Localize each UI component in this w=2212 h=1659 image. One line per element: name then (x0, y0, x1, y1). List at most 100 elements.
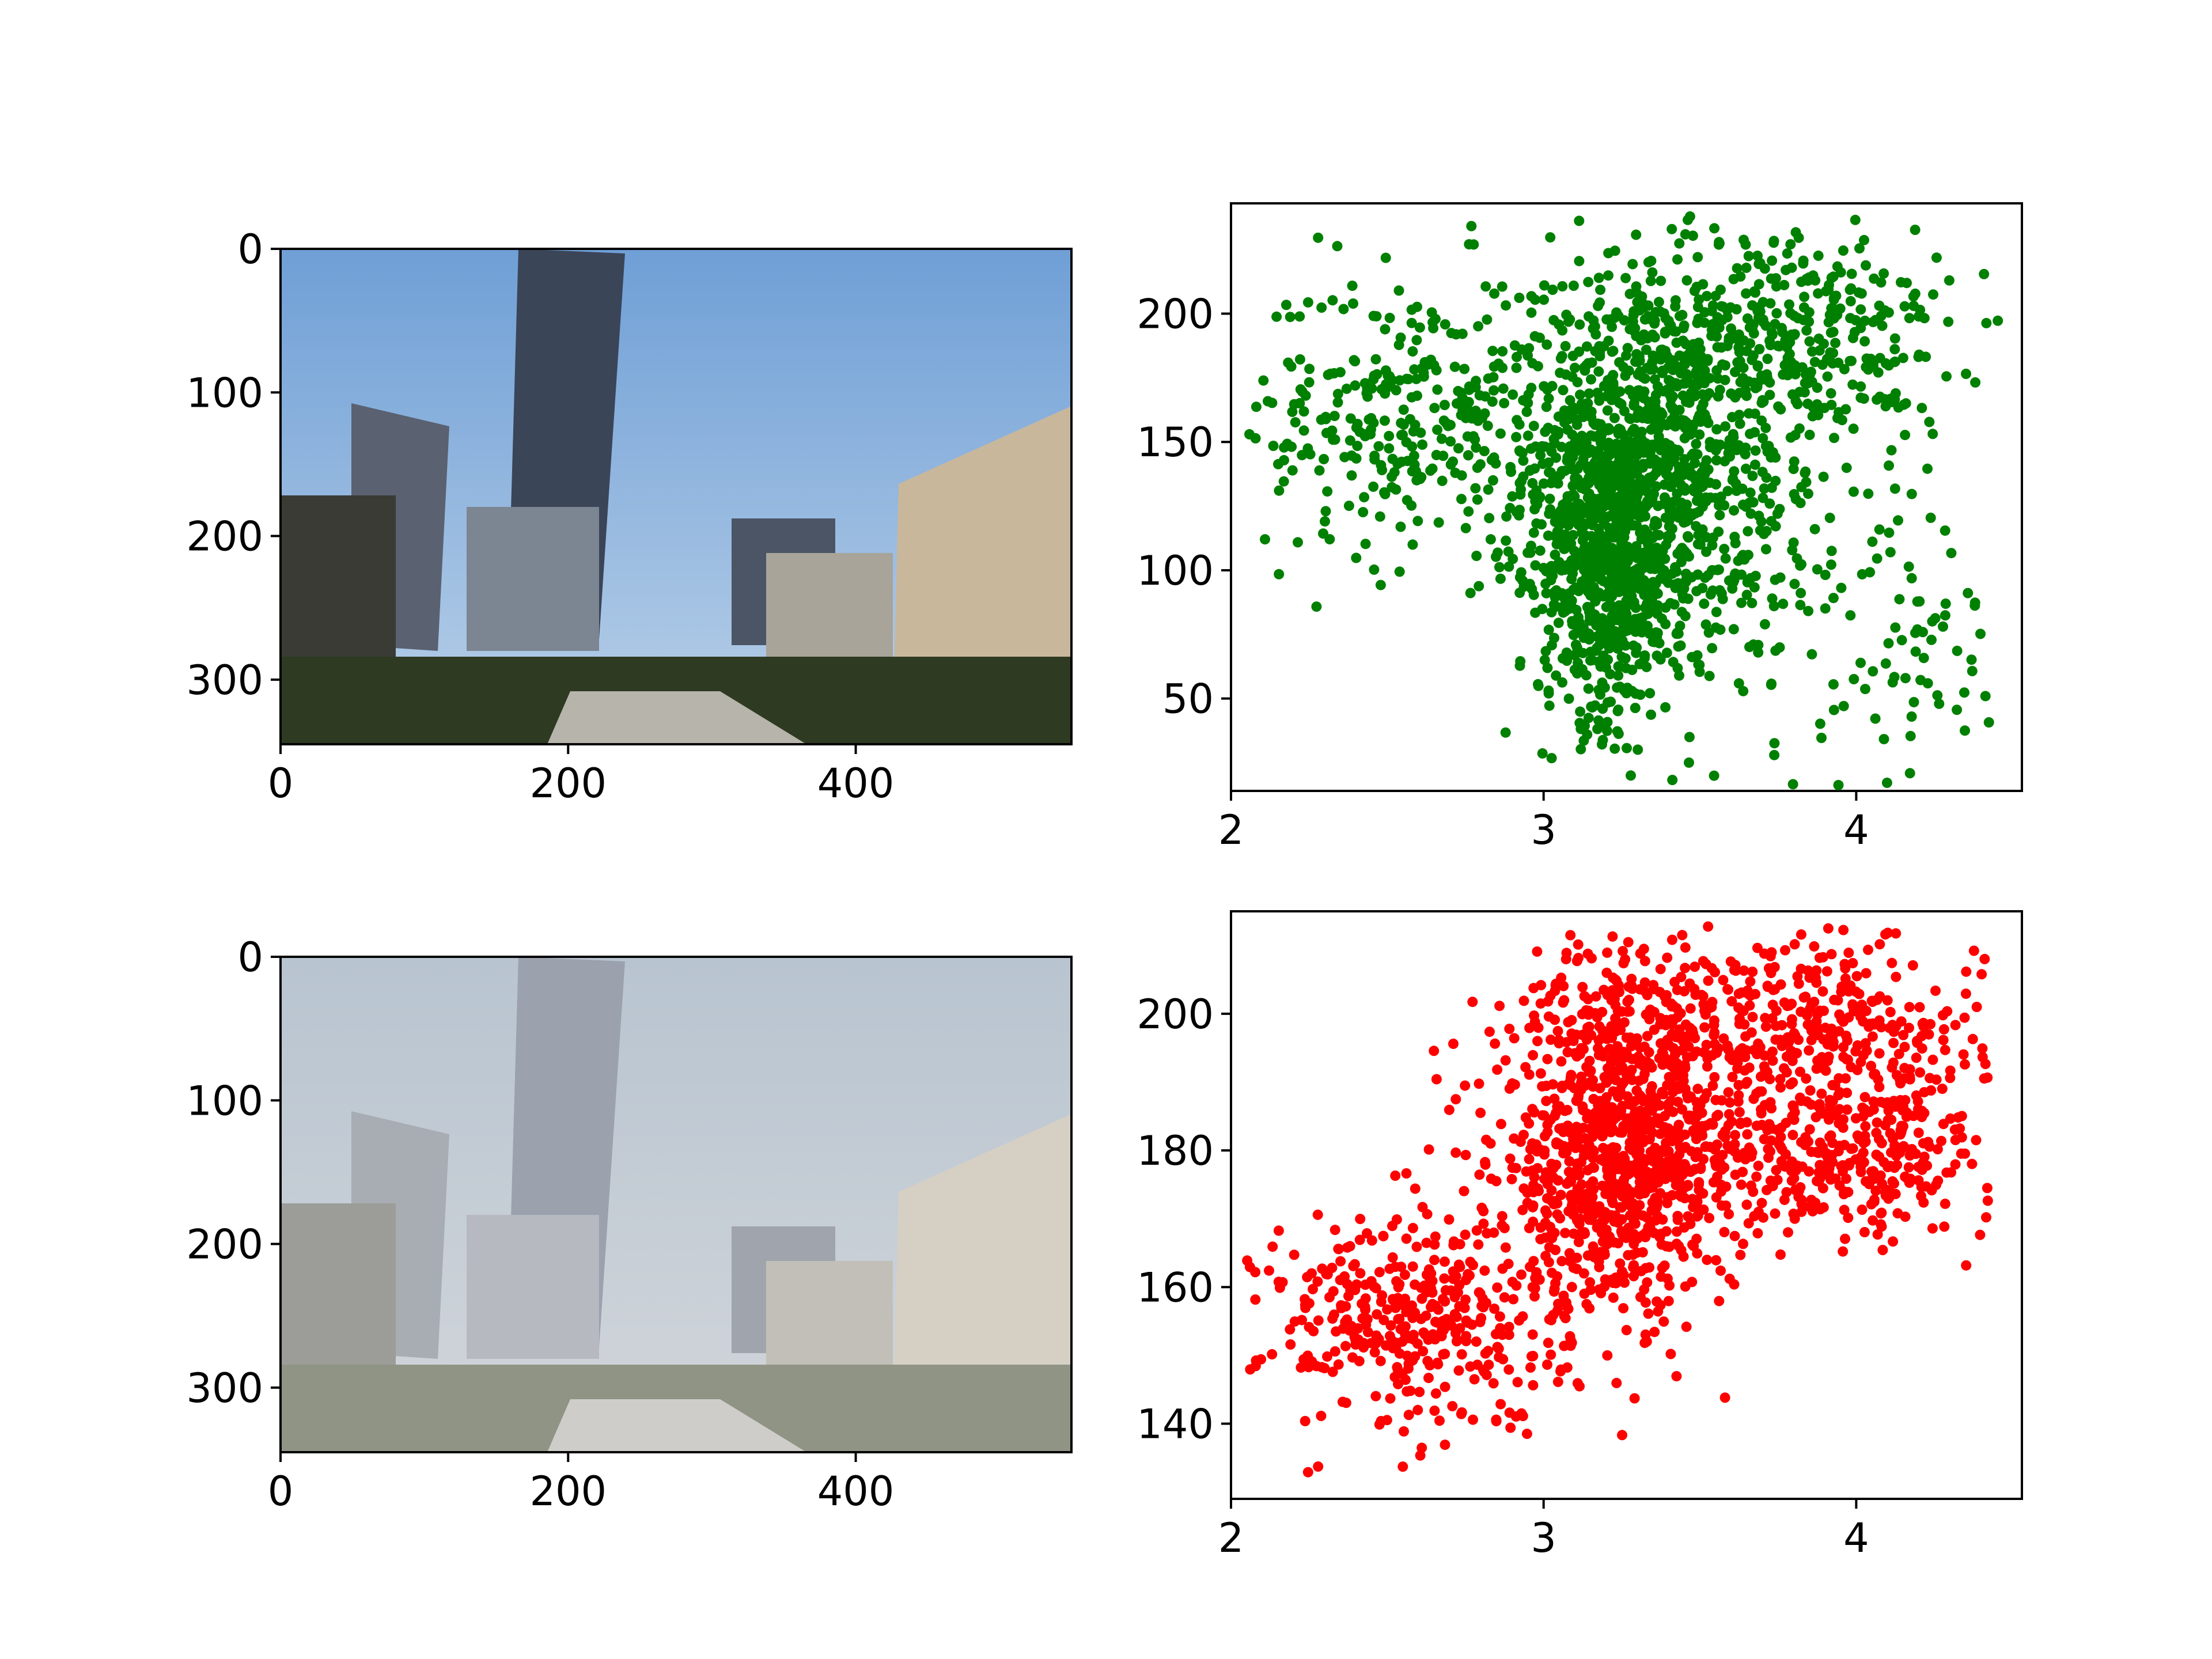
scatter-point (1630, 323, 1641, 334)
scatter-point (1812, 1009, 1823, 1020)
scatter-point (1752, 942, 1763, 953)
scatter-point (1715, 285, 1726, 295)
scatter-point (1804, 336, 1815, 347)
scatter-point (1944, 275, 1955, 286)
scatter-point (1470, 483, 1481, 494)
scatter-point (1874, 1082, 1885, 1092)
scatter-point (1339, 1271, 1350, 1282)
scatter-point (1616, 652, 1627, 662)
scatter-point (1967, 666, 1978, 676)
scatter-point (1849, 327, 1860, 338)
scatter-point (1960, 1059, 1970, 1070)
scatter-point (1839, 959, 1850, 969)
scatter-point (1893, 1048, 1904, 1059)
scatter-point (1884, 527, 1895, 538)
scatter-point (1820, 1149, 1831, 1160)
scatter-point (1426, 1268, 1437, 1279)
scatter-point (1649, 563, 1660, 574)
scatter-point (1450, 1094, 1461, 1105)
scatter-point (1729, 1230, 1740, 1241)
scatter-point (1538, 478, 1549, 489)
scatter-point (1709, 1020, 1719, 1031)
scatter-point (1728, 432, 1739, 442)
scatter-point (1398, 419, 1409, 430)
scatter-point (1877, 1245, 1888, 1255)
scatter-point (1781, 1067, 1792, 1078)
scatter-point (1696, 482, 1707, 493)
scatter-point (1582, 601, 1593, 612)
scatter-point (1528, 983, 1539, 994)
scatter-point (1430, 1231, 1441, 1242)
scatter-point (1683, 572, 1694, 583)
scatter-point (1552, 1026, 1563, 1036)
scatter-point (1943, 316, 1954, 327)
scatter-point (1468, 239, 1479, 250)
scatter-point (1838, 1246, 1849, 1257)
scatter-point (1552, 472, 1563, 483)
scatter-point (1286, 361, 1297, 372)
scatter-point (1933, 1175, 1944, 1186)
scatter-point (1699, 599, 1710, 609)
scatter-point (1738, 1045, 1749, 1056)
scatter-point (1646, 709, 1657, 720)
scatter-point (1362, 1327, 1373, 1338)
scatter-point (1867, 997, 1878, 1007)
scatter-point (1503, 1330, 1514, 1340)
scatter-point (1622, 471, 1633, 482)
scatter-point (1529, 1010, 1540, 1021)
scatter-point (1508, 554, 1518, 565)
scatter-point (1751, 1088, 1762, 1099)
scatter-point (1783, 1227, 1793, 1238)
scatter-point (1637, 462, 1648, 473)
scatter-point (1584, 1055, 1595, 1066)
scatter-point (1524, 1118, 1535, 1129)
scatter-point (1833, 779, 1844, 790)
scatter-point (1725, 302, 1736, 313)
scatter-point (1623, 1250, 1634, 1260)
scatter-point (1796, 963, 1806, 974)
scatter-point (1786, 998, 1797, 1009)
scatter-point (1650, 389, 1661, 400)
scatter-point (1650, 1215, 1661, 1226)
scatter-point (1484, 1027, 1495, 1037)
scatter-point (1872, 1117, 1883, 1128)
scatter-point (1593, 1202, 1604, 1213)
scatter-point (1304, 1321, 1315, 1332)
scatter-point (1624, 385, 1635, 396)
scatter-point (1645, 412, 1656, 423)
scatter-point (1786, 262, 1797, 273)
scatter-point (1692, 1196, 1703, 1207)
scatter-point (1628, 1206, 1639, 1217)
scatter-point (1567, 489, 1578, 500)
scatter-point (1582, 543, 1593, 554)
scatter-point (1788, 1209, 1799, 1219)
scatter-point (1799, 387, 1810, 397)
scatter-point (1517, 575, 1528, 586)
scatter-point (1816, 733, 1827, 743)
scatter-point (1664, 521, 1675, 532)
scatter-point (1600, 425, 1611, 435)
scatter-point (1558, 1290, 1569, 1301)
scatter-point (1653, 1306, 1664, 1317)
scatter-point (1312, 1209, 1323, 1220)
scatter-point (1417, 439, 1428, 450)
scatter-point (1285, 312, 1296, 323)
scatter-point (1335, 1256, 1346, 1267)
scatter-point (1279, 442, 1290, 453)
scatter-point (1758, 433, 1768, 444)
scatter-point (1818, 471, 1829, 482)
scatter-point (1348, 1260, 1359, 1271)
scatter-point (1440, 319, 1450, 330)
scatter-point (1634, 1189, 1645, 1200)
scatter-point (1639, 977, 1650, 988)
scatter-point (1390, 1171, 1401, 1181)
scatter-point (1355, 1214, 1366, 1225)
scatter-point (1553, 618, 1564, 628)
scatter-point (1707, 1080, 1718, 1091)
scatter-point (1590, 499, 1601, 510)
scatter-point (1324, 1292, 1335, 1302)
scatter-point (1689, 984, 1700, 994)
scatter-point (1655, 964, 1666, 975)
scatter-point (1468, 1414, 1478, 1425)
scatter-point (1734, 1018, 1745, 1029)
